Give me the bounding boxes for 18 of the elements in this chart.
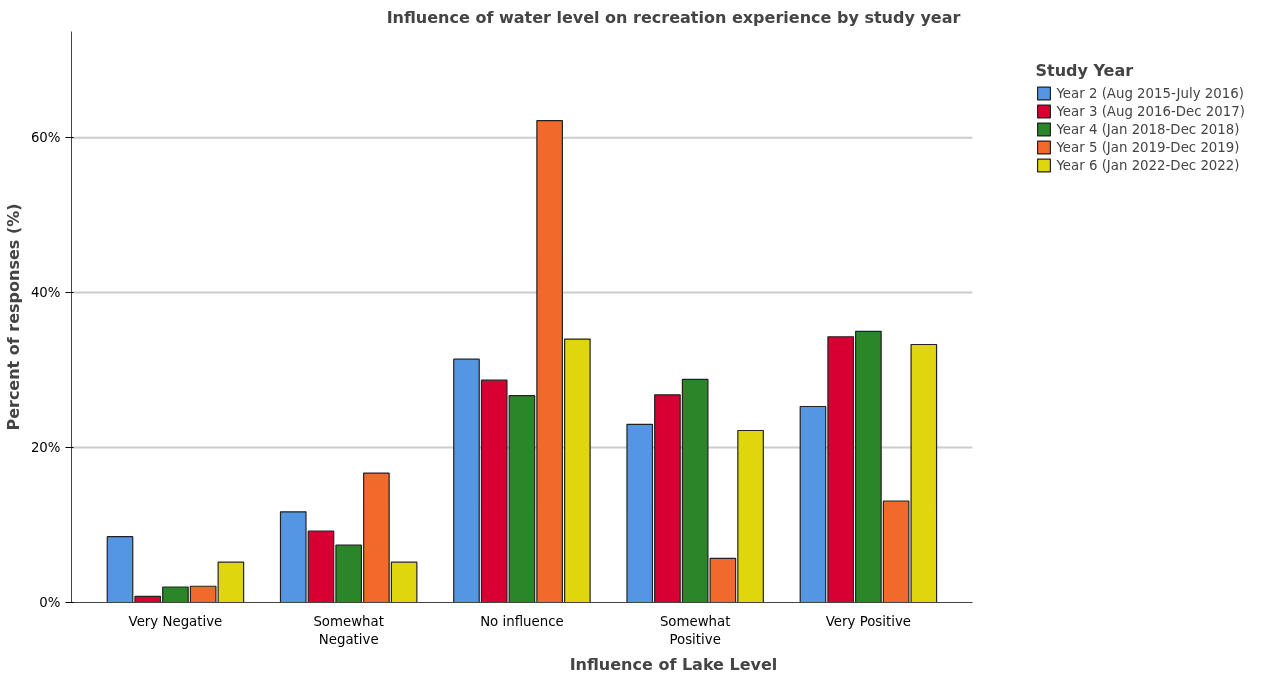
x-tick-label: Very Positive (825, 613, 912, 629)
legend-label: Year 3 (Aug 2016-Dec 2017) (1056, 103, 1245, 119)
x-tick-label: Somewhat Positive (659, 613, 731, 647)
x-tick-label: Very Negative (128, 613, 223, 629)
x-axis-title: Influence of Lake Level (569, 654, 778, 674)
y-tick-label: 60% (30, 130, 61, 146)
x-tick-label: No influence (480, 613, 564, 629)
y-tick-label: 40% (30, 285, 61, 301)
legend-label: Year 4 (Jan 2018-Dec 2018) (1056, 121, 1240, 137)
y-axis-title: Percent of responses (%) (3, 203, 23, 431)
x-tick-label: Somewhat Negative (313, 613, 384, 647)
legend-label: Year 5 (Jan 2019-Dec 2019) (1056, 139, 1240, 155)
y-tick-label: 0% (39, 595, 61, 610)
y-tick-label: 20% (30, 440, 61, 456)
legend-label: Year 2 (Aug 2015-July 2016) (1056, 85, 1244, 101)
legend-label: Year 6 (Jan 2022-Dec 2022) (1056, 157, 1240, 173)
legend-title: Study Year (1035, 61, 1135, 80)
chart-title: Influence of water level on recreation experience by study year (386, 7, 961, 27)
